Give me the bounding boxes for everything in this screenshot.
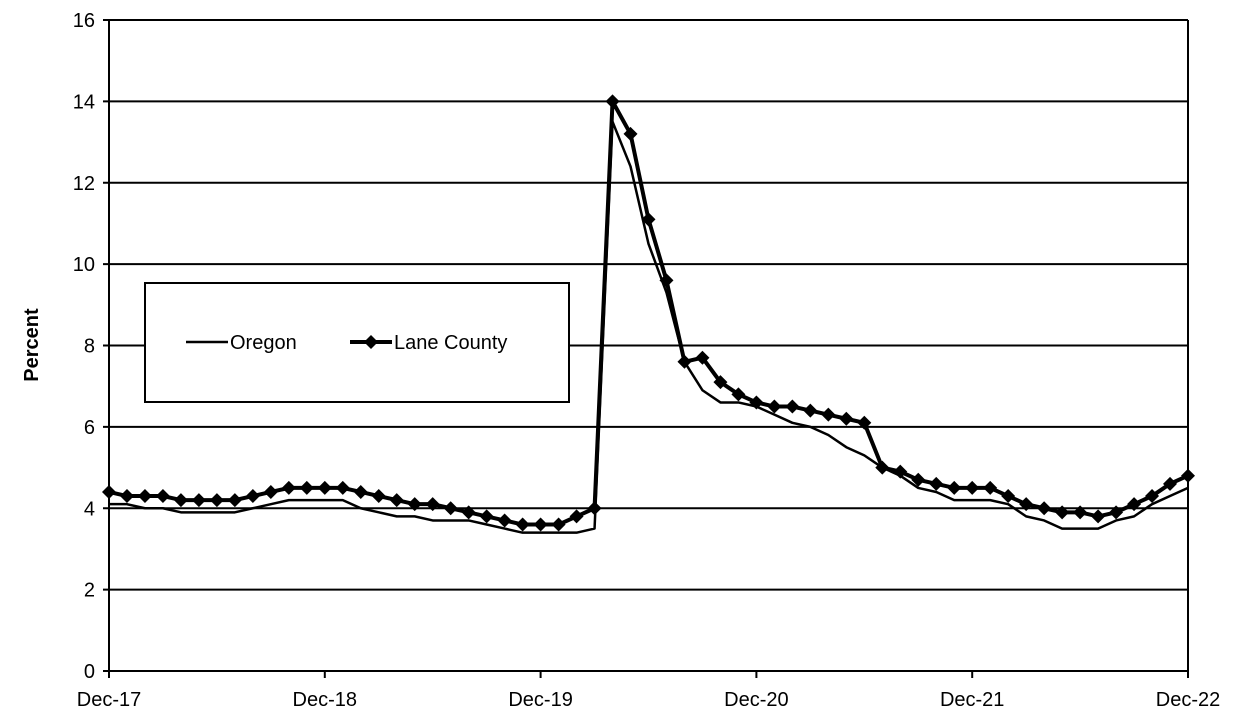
data-point-lane-county-jun-22 [1073, 505, 1088, 520]
data-point-lane-county-nov-21 [947, 480, 962, 495]
data-point-lane-county-oct-20 [713, 375, 728, 390]
data-point-lane-county-feb-21 [785, 399, 800, 414]
data-point-lane-county-aug-19 [461, 505, 476, 520]
y-tick-label-8: 8 [84, 336, 95, 358]
data-point-lane-county-feb-20 [569, 509, 584, 524]
legend: Oregon Lane County [144, 282, 570, 403]
x-tick-label-dec-18: Dec-18 [293, 689, 357, 711]
data-point-lane-county-jun-21 [857, 415, 872, 430]
data-point-lane-county-dec-19 [533, 517, 548, 532]
y-tick-label-6: 6 [84, 417, 95, 439]
y-tick-label-0: 0 [84, 661, 95, 683]
y-tick-label-14: 14 [73, 91, 95, 113]
data-point-lane-county-apr-19 [389, 493, 404, 508]
legend-item-oregon: Oregon [186, 332, 297, 354]
series-oregon [109, 120, 1189, 534]
y-tick-label-4: 4 [84, 498, 95, 520]
data-point-lane-county-may-19 [407, 497, 422, 512]
data-point-lane-county-dec-20 [749, 395, 764, 410]
data-point-lane-county-dec-22 [1181, 468, 1195, 483]
data-point-lane-county-sep-20 [695, 350, 710, 365]
x-tick-label-dec-22: Dec-22 [1156, 689, 1220, 711]
data-point-lane-county-jul-20 [659, 273, 674, 288]
x-tick-label-dec-20: Dec-20 [724, 689, 788, 711]
data-point-lane-county-may-18 [191, 493, 206, 508]
data-point-lane-county-sep-19 [479, 509, 494, 524]
axes [103, 19, 1189, 678]
data-point-lane-county-apr-21 [821, 407, 836, 422]
data-point-lane-county-dec-18 [317, 480, 332, 495]
data-point-lane-county-jul-22 [1091, 509, 1106, 524]
legend-item-lane-county: Lane County [350, 332, 507, 354]
x-tick-label-dec-19: Dec-19 [508, 689, 572, 711]
y-tick-label-2: 2 [84, 580, 95, 602]
series-lane-county [102, 94, 1195, 532]
data-point-lane-county-aug-22 [1109, 505, 1124, 520]
data-point-lane-county-oct-22 [1145, 489, 1160, 504]
data-point-lane-county-nov-18 [299, 480, 314, 495]
y-tick-label-16: 16 [73, 10, 95, 32]
data-point-lane-county-apr-18 [173, 493, 188, 508]
data-point-lane-county-oct-21 [929, 476, 944, 491]
data-point-lane-county-may-20 [623, 126, 638, 141]
data-point-lane-county-feb-19 [353, 484, 368, 499]
x-tick-label-dec-21: Dec-21 [940, 689, 1004, 711]
data-point-lane-county-mar-18 [155, 489, 170, 504]
data-point-lane-county-mar-22 [1019, 497, 1034, 512]
data-point-lane-county-jan-21 [767, 399, 782, 414]
data-point-lane-county-feb-22 [1001, 489, 1016, 504]
data-point-lane-county-jun-19 [425, 497, 440, 512]
data-point-lane-county-jan-19 [335, 480, 350, 495]
legend-marker-lane-county [364, 335, 378, 349]
data-point-lane-county-jan-18 [119, 489, 134, 504]
data-point-lane-county-nov-22 [1163, 476, 1178, 491]
data-point-lane-county-nov-20 [731, 387, 746, 402]
data-point-lane-county-jul-19 [443, 501, 458, 516]
data-point-lane-county-mar-19 [371, 489, 386, 504]
data-point-lane-county-nov-19 [515, 517, 530, 532]
data-point-lane-county-jan-20 [551, 517, 566, 532]
data-point-lane-county-feb-18 [137, 489, 152, 504]
data-point-lane-county-oct-19 [497, 513, 512, 528]
data-point-lane-county-sep-21 [911, 472, 926, 487]
data-point-lane-county-jun-20 [641, 212, 656, 227]
data-point-lane-county-apr-20 [605, 94, 620, 109]
data-point-lane-county-aug-18 [245, 489, 260, 504]
y-tick-labels: 0 2 4 6 8 10 12 14 16 [73, 10, 95, 683]
data-point-lane-county-may-21 [839, 411, 854, 426]
series-line-oregon [109, 120, 1189, 534]
data-point-lane-county-mar-21 [803, 403, 818, 418]
y-tick-label-12: 12 [73, 173, 95, 195]
data-point-lane-county-jul-18 [227, 493, 242, 508]
data-point-lane-county-sep-22 [1127, 497, 1142, 512]
data-point-lane-county-dec-17 [102, 484, 116, 499]
series [102, 94, 1195, 534]
legend-label-lane-county: Lane County [394, 332, 507, 354]
y-tick-label-10: 10 [73, 254, 95, 276]
data-point-lane-county-mar-20 [587, 501, 602, 516]
data-point-lane-county-may-22 [1055, 505, 1070, 520]
data-point-lane-county-jul-21 [875, 460, 890, 475]
x-tick-label-dec-17: Dec-17 [77, 689, 141, 711]
data-point-lane-county-apr-22 [1037, 501, 1052, 516]
data-point-lane-county-dec-21 [965, 480, 980, 495]
data-point-lane-county-jun-18 [209, 493, 224, 508]
data-point-lane-county-jan-22 [983, 480, 998, 495]
data-point-lane-county-oct-18 [281, 480, 296, 495]
data-point-lane-county-sep-18 [263, 484, 278, 499]
data-point-lane-county-aug-20 [677, 354, 692, 369]
data-point-lane-county-aug-21 [893, 464, 908, 479]
y-axis-title: Percent [21, 308, 43, 382]
x-tick-labels: Dec-17 Dec-18 Dec-19 Dec-20 Dec-21 Dec-22 [77, 689, 1220, 711]
legend-label-oregon: Oregon [230, 332, 297, 354]
